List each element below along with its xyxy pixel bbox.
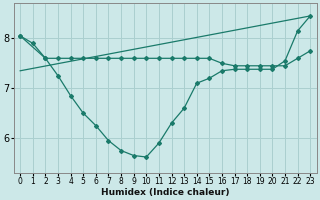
X-axis label: Humidex (Indice chaleur): Humidex (Indice chaleur): [101, 188, 229, 197]
